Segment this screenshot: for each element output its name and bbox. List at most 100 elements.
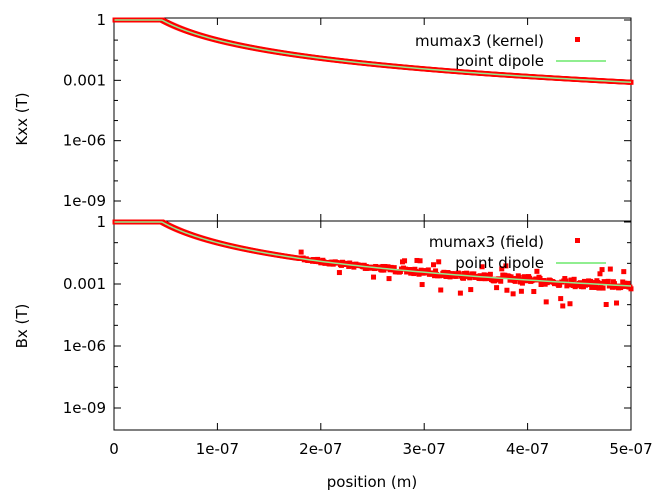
bottom-panel: 1 0.001 1e-06 1e-09 0 1e-07 2e-07 3e-07 4e-07 5e… xyxy=(13,213,653,458)
x-tick-label: 2e-07 xyxy=(299,440,342,458)
data-point xyxy=(600,285,606,291)
y-tick-label: 1 xyxy=(96,213,106,231)
y-tick-label: 1e-06 xyxy=(63,337,106,355)
x-tick-label: 5e-07 xyxy=(609,440,652,458)
data-point xyxy=(518,288,524,294)
data-point xyxy=(597,271,603,277)
data-point xyxy=(537,276,543,282)
data-point xyxy=(625,280,631,286)
data-point xyxy=(524,278,530,284)
data-point xyxy=(402,258,408,264)
bottom-x-ticks: 0 1e-07 2e-07 3e-07 4e-07 5e-07 xyxy=(109,221,653,458)
top-legend-label-line: point dipole xyxy=(455,52,544,70)
top-series xyxy=(112,17,634,85)
data-point xyxy=(543,299,549,305)
dipole-curve xyxy=(114,19,632,84)
bottom-legend-label-line: point dipole xyxy=(455,254,544,272)
data-point xyxy=(441,269,447,275)
data-point xyxy=(503,263,509,269)
data-point xyxy=(621,269,627,275)
data-point xyxy=(563,278,569,284)
data-point xyxy=(336,270,342,276)
data-point xyxy=(619,283,625,289)
x-tick-label: 1e-07 xyxy=(196,440,239,458)
data-point xyxy=(298,249,304,255)
data-point xyxy=(471,271,477,277)
bottom-plot-frame xyxy=(113,220,632,431)
data-point xyxy=(487,271,493,277)
top-legend: mumax3 (kernel) point dipole xyxy=(415,32,606,70)
data-point xyxy=(519,280,525,286)
data-point xyxy=(436,259,442,265)
data-point xyxy=(419,282,425,288)
data-point xyxy=(386,276,392,282)
data-point xyxy=(414,257,420,263)
top-panel: 1 0.001 1e-06 1e-09 Kxx (T) mumax3 (kernel)… xyxy=(13,11,634,222)
data-point xyxy=(431,262,437,268)
data-point xyxy=(512,278,518,284)
bottom-legend-swatch-points xyxy=(575,238,580,243)
data-point xyxy=(571,276,577,282)
data-point xyxy=(605,278,611,284)
y-tick-label: 0.001 xyxy=(63,71,106,89)
data-point xyxy=(567,301,573,307)
data-point xyxy=(443,274,449,280)
data-point xyxy=(417,258,423,264)
data-point xyxy=(385,264,391,270)
data-point xyxy=(611,281,617,287)
data-point xyxy=(558,296,564,302)
data-point xyxy=(425,267,431,273)
x-axis-label: position (m) xyxy=(327,473,418,491)
x-tick-label: 4e-07 xyxy=(506,440,549,458)
y-tick-label: 1e-09 xyxy=(63,192,106,210)
top-x-ticks xyxy=(113,18,632,221)
y-tick-label: 1 xyxy=(96,11,106,29)
data-point xyxy=(598,280,604,286)
data-point xyxy=(510,291,516,297)
data-point xyxy=(614,300,620,306)
data-point xyxy=(603,302,609,307)
data-point xyxy=(531,289,537,295)
data-point xyxy=(482,276,488,282)
data-point xyxy=(566,282,572,288)
data-point xyxy=(502,272,508,278)
bottom-series xyxy=(112,219,634,309)
y-tick-label: 1e-06 xyxy=(63,132,106,150)
bottom-y-ticks: 1 0.001 1e-06 1e-09 xyxy=(63,213,631,417)
top-y-ticks: 1 0.001 1e-06 1e-09 xyxy=(63,11,631,210)
data-point xyxy=(433,268,439,274)
dipole-curve xyxy=(114,221,632,287)
data-point xyxy=(371,274,377,280)
data-point xyxy=(468,287,474,293)
data-point xyxy=(499,266,505,272)
top-legend-swatch-points xyxy=(575,37,580,42)
x-tick-label: 3e-07 xyxy=(403,440,446,458)
data-point xyxy=(534,268,540,274)
y-tick-label: 1e-09 xyxy=(63,399,106,417)
data-point xyxy=(438,287,444,293)
top-y-axis-label: Kxx (T) xyxy=(13,92,31,145)
data-point xyxy=(599,267,605,273)
data-point xyxy=(416,271,422,277)
data-point xyxy=(588,278,594,284)
data-point xyxy=(595,279,601,285)
top-legend-label-points: mumax3 (kernel) xyxy=(415,32,544,50)
data-point xyxy=(557,282,563,288)
data-point xyxy=(498,278,504,284)
data-point xyxy=(516,274,522,280)
data-point xyxy=(560,303,566,309)
data-point xyxy=(408,270,414,276)
top-plot-frame xyxy=(113,17,632,222)
data-point xyxy=(477,273,483,279)
x-tick-label: 0 xyxy=(109,440,119,458)
data-point xyxy=(418,267,424,273)
data-point xyxy=(591,280,597,286)
data-point xyxy=(628,286,634,292)
data-point xyxy=(479,264,485,270)
data-point xyxy=(457,290,463,296)
data-point xyxy=(391,265,397,271)
bottom-legend-label-points: mumax3 (field) xyxy=(429,233,544,251)
data-point xyxy=(467,275,473,281)
data-point xyxy=(464,270,470,276)
